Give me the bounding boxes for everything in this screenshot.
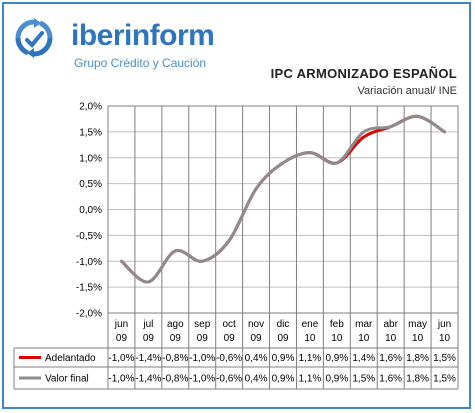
- x-tick-label: oct: [222, 319, 236, 330]
- x-tick-label: feb: [330, 319, 344, 330]
- y-tick-label: -0,5%: [76, 231, 102, 242]
- x-tick-label: may: [408, 319, 427, 330]
- data-label: 0,9%: [272, 374, 295, 385]
- x-tick-label: 09: [143, 333, 155, 344]
- x-tick-label: 10: [358, 333, 370, 344]
- x-tick-label: 10: [385, 333, 397, 344]
- x-tick-label: abr: [383, 319, 398, 330]
- x-tick-label: nov: [248, 319, 264, 330]
- legend-label: Adelantado: [45, 353, 96, 364]
- x-tick-label: ago: [167, 319, 184, 330]
- chart-subtitle: Variación anual/ INE: [357, 85, 457, 97]
- x-tick-label: 09: [116, 333, 128, 344]
- data-label: -0,8%: [162, 353, 188, 364]
- data-label: -1,4%: [135, 353, 161, 364]
- data-label: -0,6%: [216, 353, 242, 364]
- x-tick-label: 09: [251, 333, 263, 344]
- brand-tagline: Grupo Crédito y Caución: [74, 56, 207, 70]
- y-tick-label: 1,5%: [79, 127, 102, 138]
- data-label: -0,8%: [162, 374, 188, 385]
- data-label: 1,5%: [433, 374, 456, 385]
- data-label: 1,6%: [379, 353, 402, 364]
- y-tick-label: 0,0%: [79, 205, 102, 216]
- data-label: -1,0%: [189, 374, 215, 385]
- data-label: 1,1%: [299, 353, 322, 364]
- data-label: -0,6%: [216, 374, 242, 385]
- x-tick-label: 09: [197, 333, 209, 344]
- data-label: 0,9%: [325, 374, 348, 385]
- data-label: -1,0%: [108, 374, 134, 385]
- x-tick-label: 10: [439, 333, 451, 344]
- data-label: -1,4%: [135, 374, 161, 385]
- y-tick-label: 2,0%: [79, 102, 102, 113]
- data-label: 0,4%: [245, 353, 268, 364]
- data-label: 1,4%: [352, 353, 375, 364]
- y-tick-label: -1,0%: [76, 257, 102, 268]
- x-tick-label: 09: [277, 333, 289, 344]
- chart-frame: [2, 2, 471, 409]
- data-label: 1,5%: [352, 374, 375, 385]
- x-tick-label: jun: [114, 319, 128, 330]
- x-tick-label: 09: [170, 333, 182, 344]
- y-tick-label: 1,0%: [79, 153, 102, 164]
- data-label: 0,4%: [245, 374, 268, 385]
- x-tick-label: mar: [355, 319, 373, 330]
- x-tick-label: 10: [412, 333, 424, 344]
- x-tick-label: 10: [304, 333, 316, 344]
- x-tick-label: jun: [437, 319, 451, 330]
- series-line-valor-final: [119, 114, 447, 284]
- data-label: 1,5%: [433, 353, 456, 364]
- x-tick-label: dic: [277, 319, 290, 330]
- x-tick-label: ene: [302, 319, 319, 330]
- brand-name: iberinform: [71, 19, 215, 52]
- data-label: 1,8%: [406, 374, 429, 385]
- y-tick-label: 0,5%: [79, 179, 102, 190]
- data-label: 0,9%: [272, 353, 295, 364]
- x-tick-label: 09: [224, 333, 236, 344]
- x-tick-label: sep: [194, 319, 211, 330]
- data-label: -1,0%: [189, 353, 215, 364]
- chart-title: IPC ARMONIZADO ESPAÑOL: [270, 66, 457, 81]
- data-label: 1,8%: [406, 353, 429, 364]
- data-label: 1,1%: [299, 374, 322, 385]
- legend-label: Valor final: [45, 374, 89, 385]
- y-tick-label: -1,5%: [76, 283, 102, 294]
- x-tick-label: 10: [331, 333, 343, 344]
- data-label: 0,9%: [325, 353, 348, 364]
- data-label: 1,6%: [379, 374, 402, 385]
- x-tick-label: jul: [142, 319, 153, 330]
- y-tick-label: -2,0%: [76, 309, 102, 320]
- data-label: -1,0%: [108, 353, 134, 364]
- circular-arrows-logo-icon: [15, 18, 53, 58]
